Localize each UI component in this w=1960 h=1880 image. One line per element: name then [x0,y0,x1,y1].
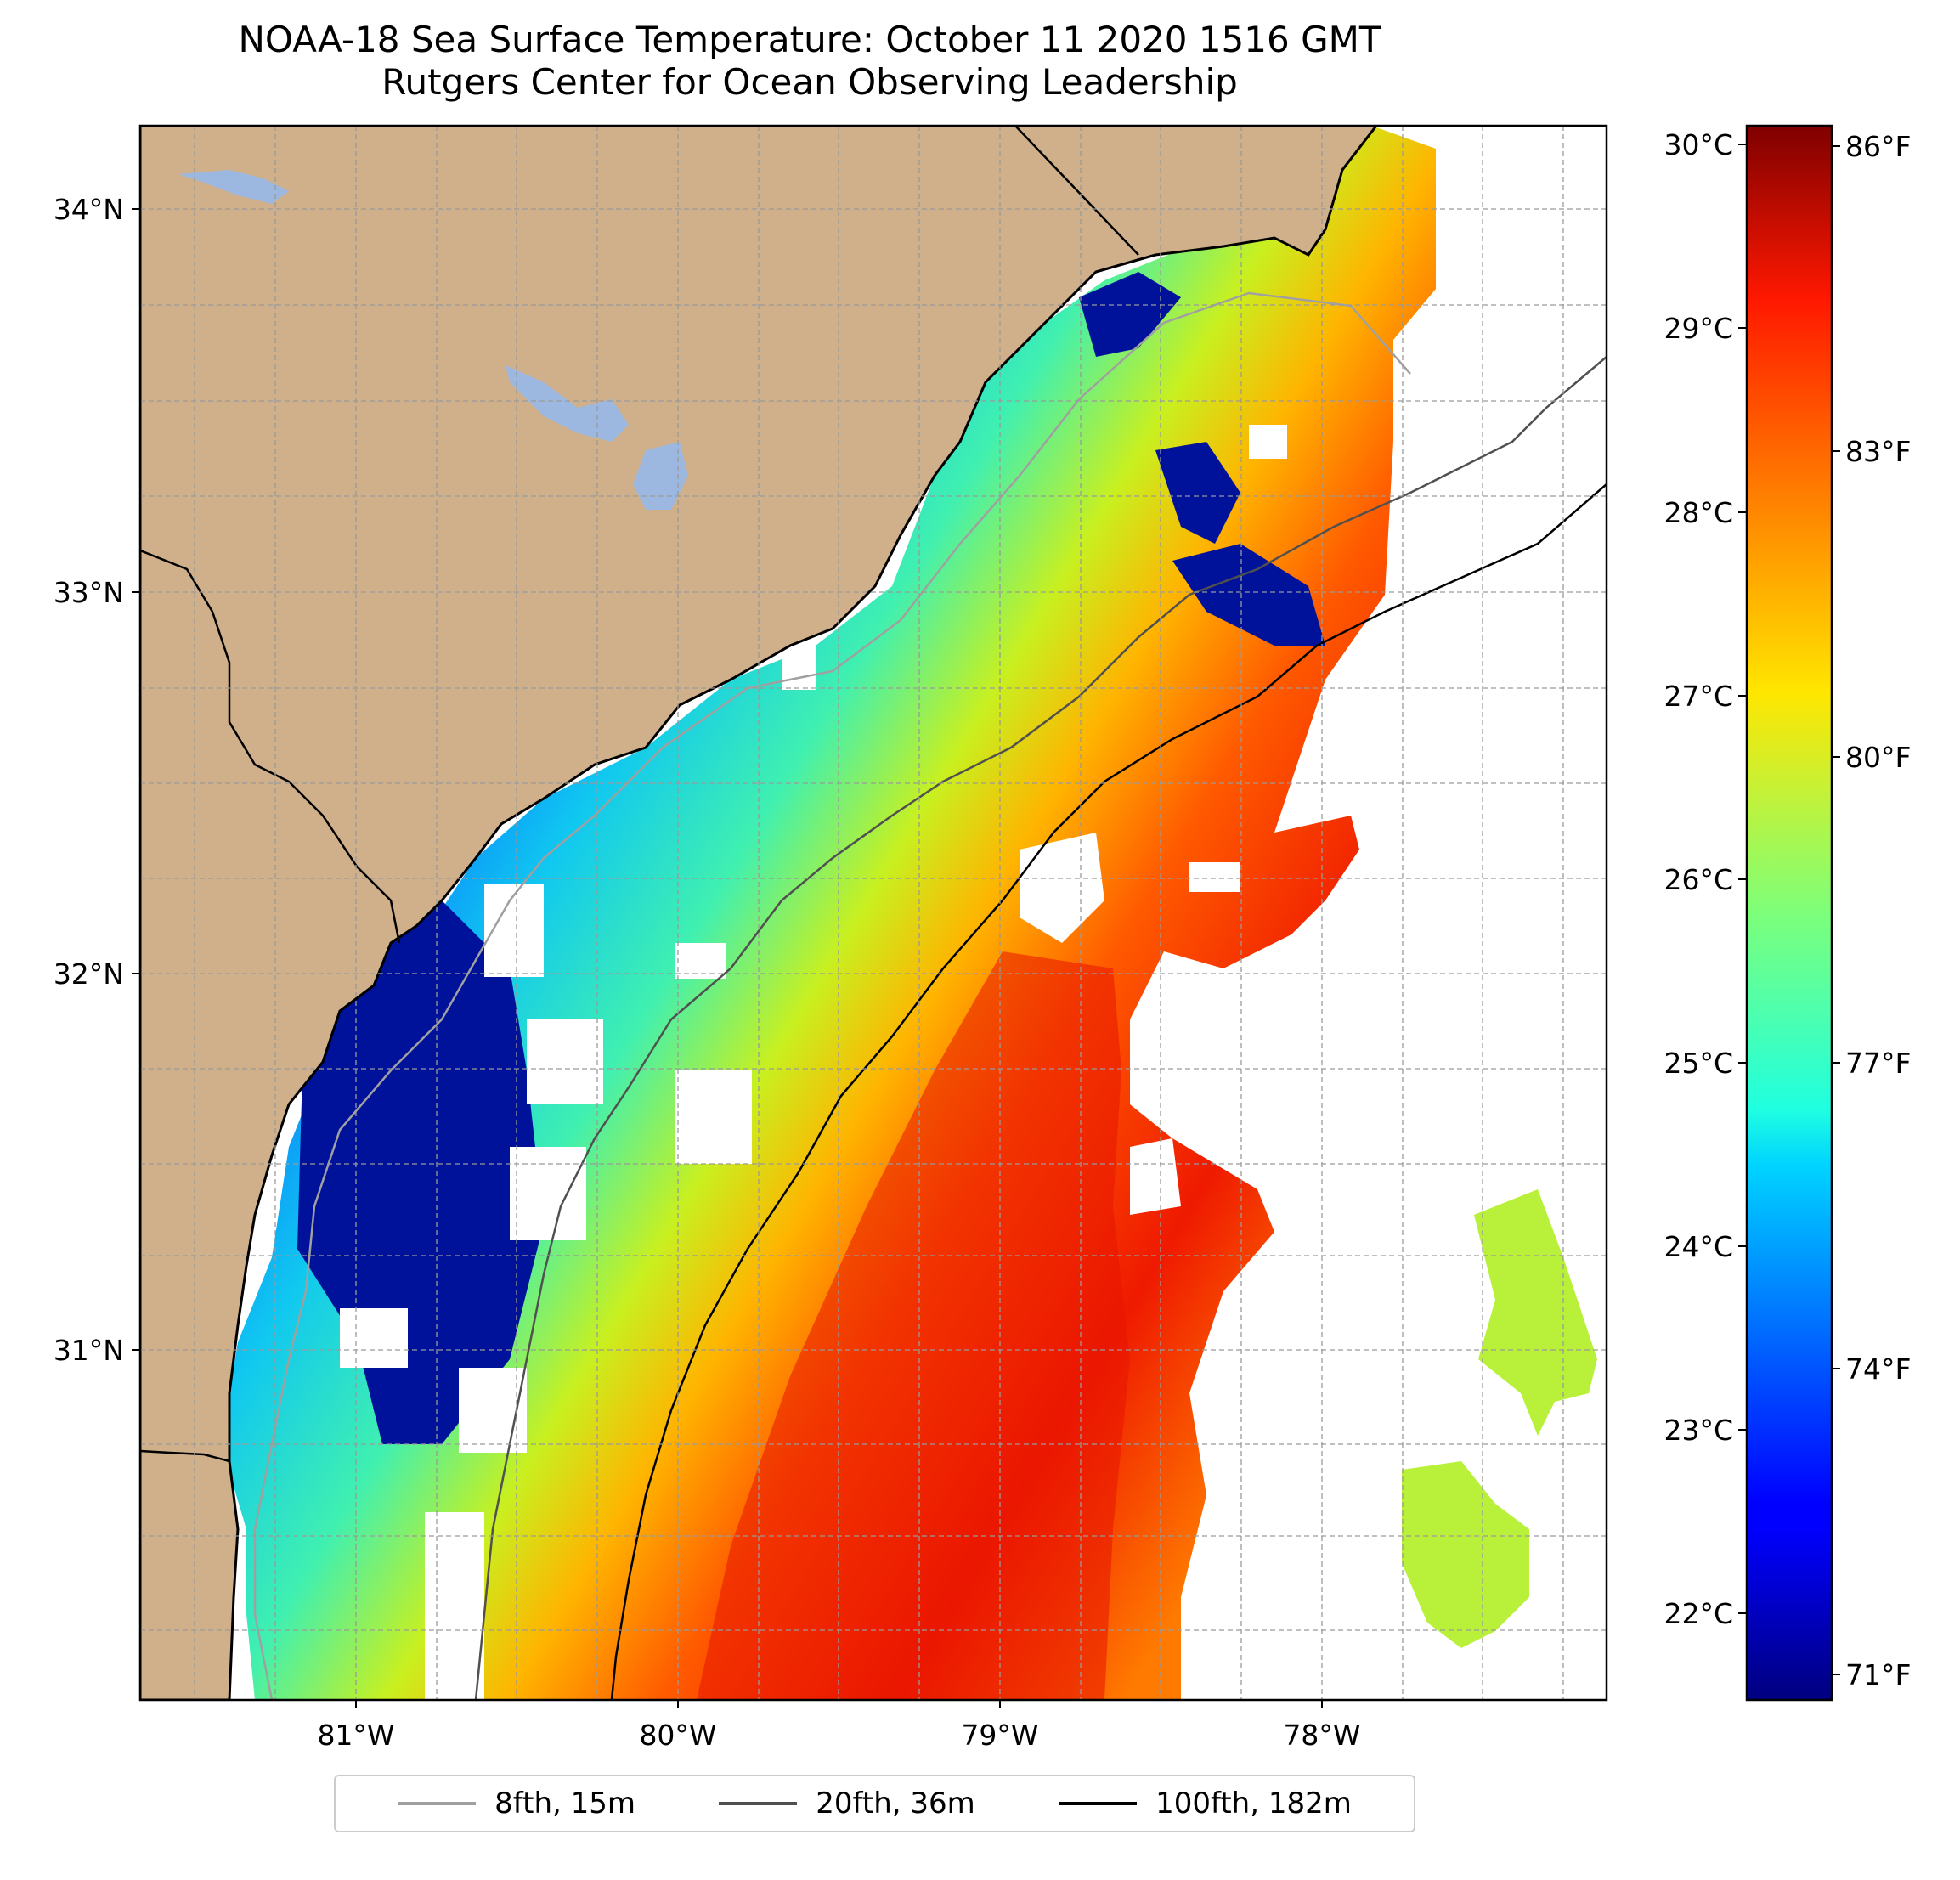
cbar-c-27: 27°C [1663,680,1733,713]
legend-line-8fth [398,1802,477,1805]
legend-label-20fth: 20fth, 36m [816,1787,975,1821]
lon-label-80: 80°W [639,1719,716,1752]
sst-data-field [221,127,1436,1700]
legend-item-20fth: 20fth, 36m [719,1787,975,1821]
title-line-2: Rutgers Center for Ocean Observing Leade… [381,61,1238,103]
lake-moultrie [633,442,688,510]
east-patch-2 [1402,1461,1529,1648]
legend-line-100fth [1059,1802,1138,1805]
cbar-f-74: 74°F [1845,1352,1911,1386]
gridlines [140,126,1607,1700]
cloud-gap-11 [1020,833,1104,943]
cbar-c-23: 23°C [1663,1414,1733,1447]
lat-label-31: 31°N [54,1334,124,1367]
cloud-gap-5 [527,1019,603,1104]
state-border-nc-sc [1014,126,1139,256]
lat-label-32: 32°N [54,957,124,991]
cloud-gap-10 [425,1512,484,1700]
cbar-c-24: 24°C [1663,1230,1733,1263]
cloud-gap-9 [459,1368,527,1453]
cloud-gap-13 [1189,862,1240,892]
legend-label-100fth: 100fth, 182m [1155,1787,1352,1821]
legend-item-8fth: 8fth, 15m [398,1787,635,1821]
legend-item-100fth: 100fth, 182m [1059,1787,1352,1821]
lake-north [178,170,289,204]
cold-patch-east [1172,544,1325,646]
cbar-f-77: 77°F [1845,1047,1911,1080]
isobath-100fth [610,483,1607,1700]
land-mass [140,126,1378,1700]
cloud-gap-2 [782,646,816,690]
lon-label-78: 78°W [1283,1719,1360,1752]
lat-label-33: 33°N [54,576,124,609]
isobath-legend: 8fth, 15m 20fth, 36m 100fth, 182m [334,1775,1415,1832]
cbar-c-28: 28°C [1663,496,1733,529]
cloud-gap-7 [510,1147,586,1240]
cbar-c-22: 22°C [1663,1597,1733,1630]
map-frame [138,124,1608,1702]
cbar-c-25: 25°C [1663,1047,1733,1080]
cbar-c-29: 29°C [1663,312,1733,345]
legend-label-8fth: 8fth, 15m [494,1787,636,1821]
cloud-gap-6 [675,1070,752,1164]
cbar-f-86: 86°F [1845,130,1911,163]
east-patch-1 [1474,1189,1597,1436]
state-border-sc-ga [140,549,401,944]
cold-patch-north [1079,272,1181,357]
title-line-1: NOAA-18 Sea Surface Temperature: October… [238,19,1381,60]
cloud-gap-3 [484,884,544,977]
cbar-c-30: 30°C [1663,128,1733,161]
warm-core [697,951,1130,1700]
lon-label-81: 81°W [317,1719,394,1752]
cbar-f-80: 80°F [1845,741,1911,774]
colorbar-ticks [1738,144,1840,1675]
cloud-gap-4 [675,943,726,979]
legend-line-20fth [719,1802,798,1805]
cold-patch-mid [1155,442,1240,544]
lon-label-79: 79°W [961,1719,1038,1752]
cloud-gap-8 [340,1308,408,1368]
cloud-gap-1 [1249,425,1287,459]
lat-label-34: 34°N [54,193,124,226]
cbar-c-26: 26°C [1663,863,1733,896]
isobath-8fth [253,291,1411,1700]
map-title: NOAA-18 Sea Surface Temperature: October… [0,19,1619,104]
cloud-gap-12 [1130,1138,1181,1215]
colorbar [1745,124,1833,1702]
state-border-ga-fl [140,1449,230,1463]
axis-ticks [132,208,1323,1708]
lake-marion [506,365,629,442]
map-panel [140,126,1607,1700]
cbar-f-83: 83°F [1845,435,1911,468]
isobath-20fth [474,356,1607,1700]
cbar-f-71: 71°F [1845,1658,1911,1691]
